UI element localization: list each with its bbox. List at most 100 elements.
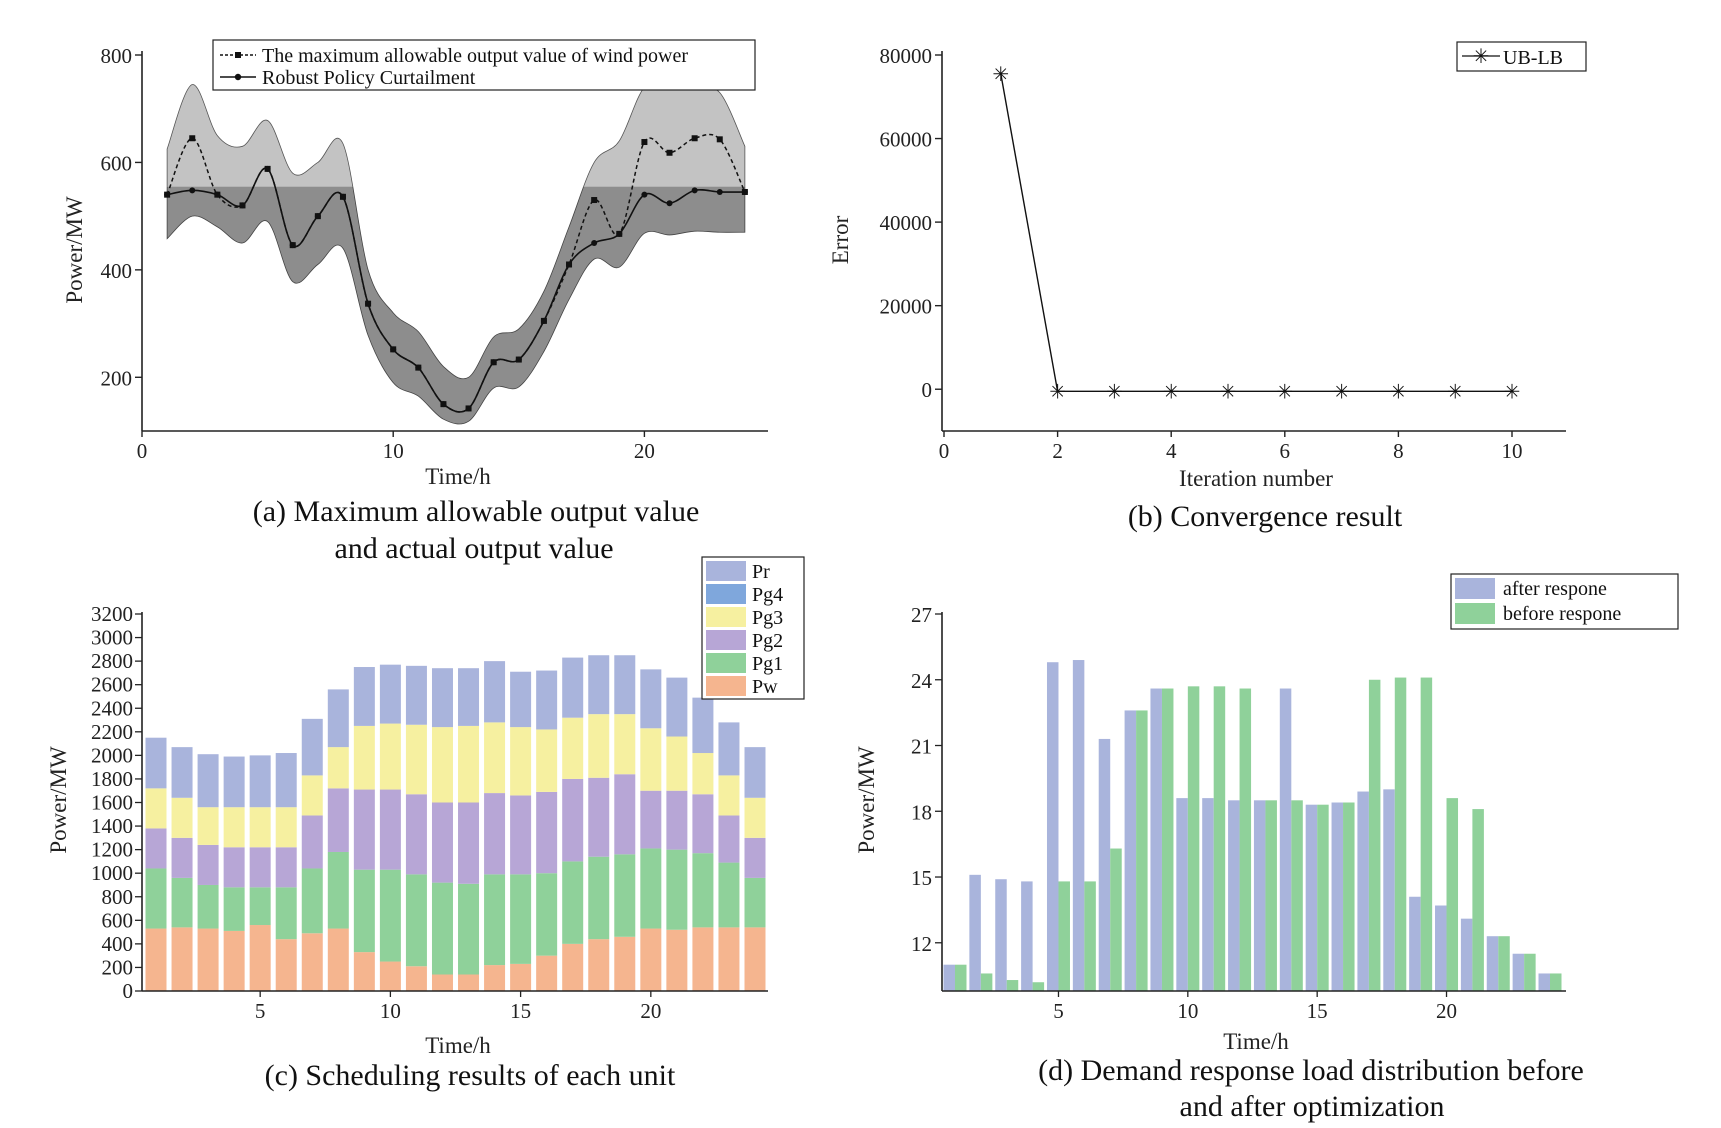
chart-c-bar-pg3-22 (692, 753, 714, 795)
chart-c-ytick-label-2400: 2400 (91, 696, 133, 720)
chart-c-bar-pr-11 (405, 665, 427, 725)
chart-c-bar-pg1-15 (510, 874, 532, 964)
chart-c-bar-pg2-18 (588, 777, 610, 857)
chart-d-bar-after-7 (1098, 738, 1111, 991)
chart-c-bar-pg2-20 (640, 790, 662, 849)
chart-d-caption-line1: (d) Demand response load distribution be… (1038, 1054, 1584, 1087)
chart-d-ylabel: Power/MW (854, 746, 879, 854)
chart-c-bar-pg2-23 (718, 815, 740, 863)
chart-a-point-robust-20 (641, 191, 648, 198)
chart-d-bar-before-15 (1317, 804, 1329, 991)
chart-c-legend-label-pg4: Pg4 (752, 584, 783, 606)
chart-d-bar-before-11 (1213, 686, 1226, 991)
chart-d-bar-after-1 (943, 964, 955, 991)
chart-d-bar-after-4 (1021, 881, 1033, 991)
chart-c-bar-pr-3 (197, 754, 219, 808)
chart-d-bar-before-13 (1265, 800, 1277, 991)
chart-c-bar-pg2-24 (744, 837, 766, 878)
chart-c-bar-pw-12 (431, 974, 453, 991)
chart-c-bar-pr-9 (353, 667, 375, 726)
chart-b-ytick-label-40000: 40000 (880, 211, 933, 235)
chart-a-ytick-label-200: 200 (101, 366, 133, 390)
chart-d-bar-before-22 (1498, 936, 1510, 991)
chart-d-bar-after-18 (1383, 789, 1395, 991)
chart-c-bar-pw-6 (275, 939, 297, 991)
chart-c-bar-pg3-7 (301, 775, 323, 816)
chart-c-bar-pr-15 (510, 671, 532, 728)
chart-c-legend-swatch-pg2 (706, 630, 746, 650)
chart-c-bar-pg1-12 (431, 882, 453, 975)
chart-d-bar-before-18 (1394, 677, 1407, 991)
chart-d-demand-response: 12 15 18 21 24 27 5 10 15 20 after respone before … (854, 573, 1679, 1123)
chart-a-legend-box (212, 39, 756, 91)
chart-a-point-robust-15 (515, 356, 522, 363)
chart-c-bar-pg3-12 (431, 727, 453, 803)
chart-c-bar-pw-23 (718, 927, 740, 991)
chart-c-bar-pg1-7 (301, 868, 323, 934)
chart-a-point-max-18 (591, 197, 598, 204)
chart-a-legend-marker-circle (234, 73, 242, 81)
chart-a-point-robust-4 (239, 202, 246, 209)
chart-c-bar-pw-11 (405, 966, 427, 991)
chart-b-point-1: ✳ (992, 64, 1009, 86)
chart-c-bar-pg2-10 (379, 789, 401, 870)
chart-d-legend: after respone before respone (1450, 573, 1679, 630)
chart-c-bar-pr-1 (145, 737, 167, 789)
chart-a-point-max-20 (641, 139, 648, 146)
chart-c-ytick-label-1200: 1200 (91, 838, 133, 862)
chart-d-ytick-label-12: 12 (911, 932, 932, 956)
chart-c-scheduling-results: 0200400600800100012001400160018002000220… (46, 556, 805, 1092)
chart-a-point-robust-2 (189, 187, 196, 194)
chart-c-bar-pg3-9 (353, 725, 375, 790)
chart-c-bar-pr-24 (744, 747, 766, 798)
chart-c-bar-pw-24 (744, 927, 766, 991)
chart-c-bar-pg2-19 (614, 774, 636, 855)
chart-d-bar-after-21 (1460, 918, 1473, 991)
chart-c-bar-pg2-2 (171, 837, 193, 878)
chart-a-point-robust-23 (716, 188, 723, 195)
chart-a-ytick-label-600: 600 (101, 151, 133, 175)
chart-d-bar-after-5 (1046, 662, 1059, 991)
chart-c-bar-pr-21 (666, 677, 688, 737)
chart-c-bar-pg1-3 (197, 884, 219, 929)
chart-c-bar-pg1-21 (666, 849, 688, 930)
chart-a-ytick-label-400: 400 (101, 259, 133, 283)
chart-c-bar-pg1-2 (171, 877, 193, 928)
chart-c-ytick-label-2200: 2200 (91, 720, 133, 744)
chart-a-legend: The maximum allowable output value of wi… (212, 39, 756, 91)
chart-c-bar-pg3-8 (327, 747, 349, 789)
chart-c-bar-pg1-20 (640, 848, 662, 929)
chart-d-bar-before-17 (1368, 679, 1381, 991)
chart-c-bar-pg3-21 (666, 736, 688, 791)
chart-d-bar-after-6 (1072, 660, 1085, 991)
chart-d-bar-after-22 (1486, 936, 1499, 991)
chart-a-point-robust-7 (314, 213, 321, 220)
chart-a-point-robust-5 (264, 165, 271, 172)
chart-c-bar-pg1-1 (145, 868, 167, 929)
chart-d-bar-before-2 (980, 973, 993, 991)
chart-d-ytick-label-15: 15 (911, 866, 932, 890)
chart-b-xtick-label-2: 2 (1052, 439, 1063, 463)
chart-b-point-10: ✳ (1504, 381, 1521, 403)
chart-d-bar-before-7 (1110, 848, 1122, 991)
chart-c-xlabel: Time/h (425, 1033, 491, 1058)
chart-c-bar-pw-8 (327, 928, 349, 991)
chart-c-bar-pg2-6 (275, 847, 297, 888)
chart-c-bar-pg1-4 (223, 887, 245, 931)
chart-c-bar-pg2-1 (145, 828, 167, 869)
chart-c-bar-pg3-16 (536, 729, 558, 792)
chart-b-point-8: ✳ (1390, 381, 1407, 403)
chart-d-legend-label-after: after respone (1503, 578, 1607, 600)
chart-b-ytick-label-80000: 80000 (880, 44, 933, 68)
chart-b-ytick-label-60000: 60000 (880, 128, 933, 152)
chart-c-bar-pw-10 (379, 961, 401, 991)
chart-d-bar-before-14 (1291, 800, 1303, 991)
chart-c-legend-label-pw: Pw (752, 676, 778, 698)
chart-c-bar-pg3-13 (458, 725, 480, 803)
chart-a-xtick-label-0: 0 (137, 439, 148, 463)
chart-a-point-robust-6 (289, 242, 296, 249)
chart-c-bar-pr-2 (171, 747, 193, 798)
chart-c-bar-pr-18 (588, 655, 610, 715)
chart-a-point-robust-21 (666, 200, 673, 207)
